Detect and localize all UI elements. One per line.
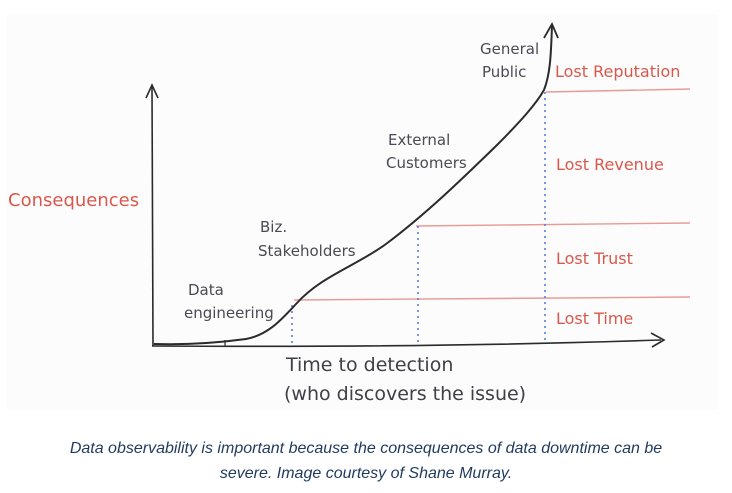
stakeholder-external-line2: Customers: [386, 154, 467, 172]
guide-line-lost-reputation: [545, 88, 691, 93]
y-axis-label: Consequences: [8, 190, 139, 211]
stakeholder-external-line1: External: [388, 131, 450, 149]
level-lost-trust: Lost Trust: [556, 249, 633, 268]
stakeholder-biz-line1: Biz.: [260, 218, 287, 236]
y-axis-arrowhead: [145, 83, 159, 99]
stakeholder-public-line1: General: [480, 40, 539, 58]
curve-arrowhead: [543, 21, 559, 39]
level-lost-reputation: Lost Reputation: [555, 62, 680, 81]
x-axis-label-line2: (who discovers the issue): [284, 383, 526, 405]
caption-line-2: severe. Image courtesy of Shane Murray.: [219, 465, 513, 482]
stakeholder-public-line2: Public: [482, 63, 526, 81]
y-axis: [151, 85, 154, 347]
consequences-curve: [153, 25, 553, 346]
x-axis: [151, 339, 662, 348]
stakeholder-biz-line2: Stakeholders: [258, 242, 356, 260]
level-lost-time: Lost Time: [556, 309, 633, 328]
level-lost-revenue: Lost Revenue: [556, 155, 664, 174]
figure-panel: Data engineering Biz. Stakeholders Exter…: [6, 14, 718, 410]
caption-line-1: Data observability is important because …: [69, 440, 663, 457]
stakeholder-data-line2: engineering: [184, 304, 274, 322]
guide-line-lost-trust: [415, 222, 691, 227]
x-axis-label-line1: Time to detection: [285, 354, 453, 376]
consequences-diagram: Data engineering Biz. Stakeholders Exter…: [8, 21, 691, 405]
x-axis-arrowhead: [650, 332, 666, 348]
stakeholder-data-line1: Data: [188, 281, 224, 299]
figure-caption: Data observability is important because …: [0, 436, 732, 486]
guide-line-lost-time: [293, 296, 691, 301]
